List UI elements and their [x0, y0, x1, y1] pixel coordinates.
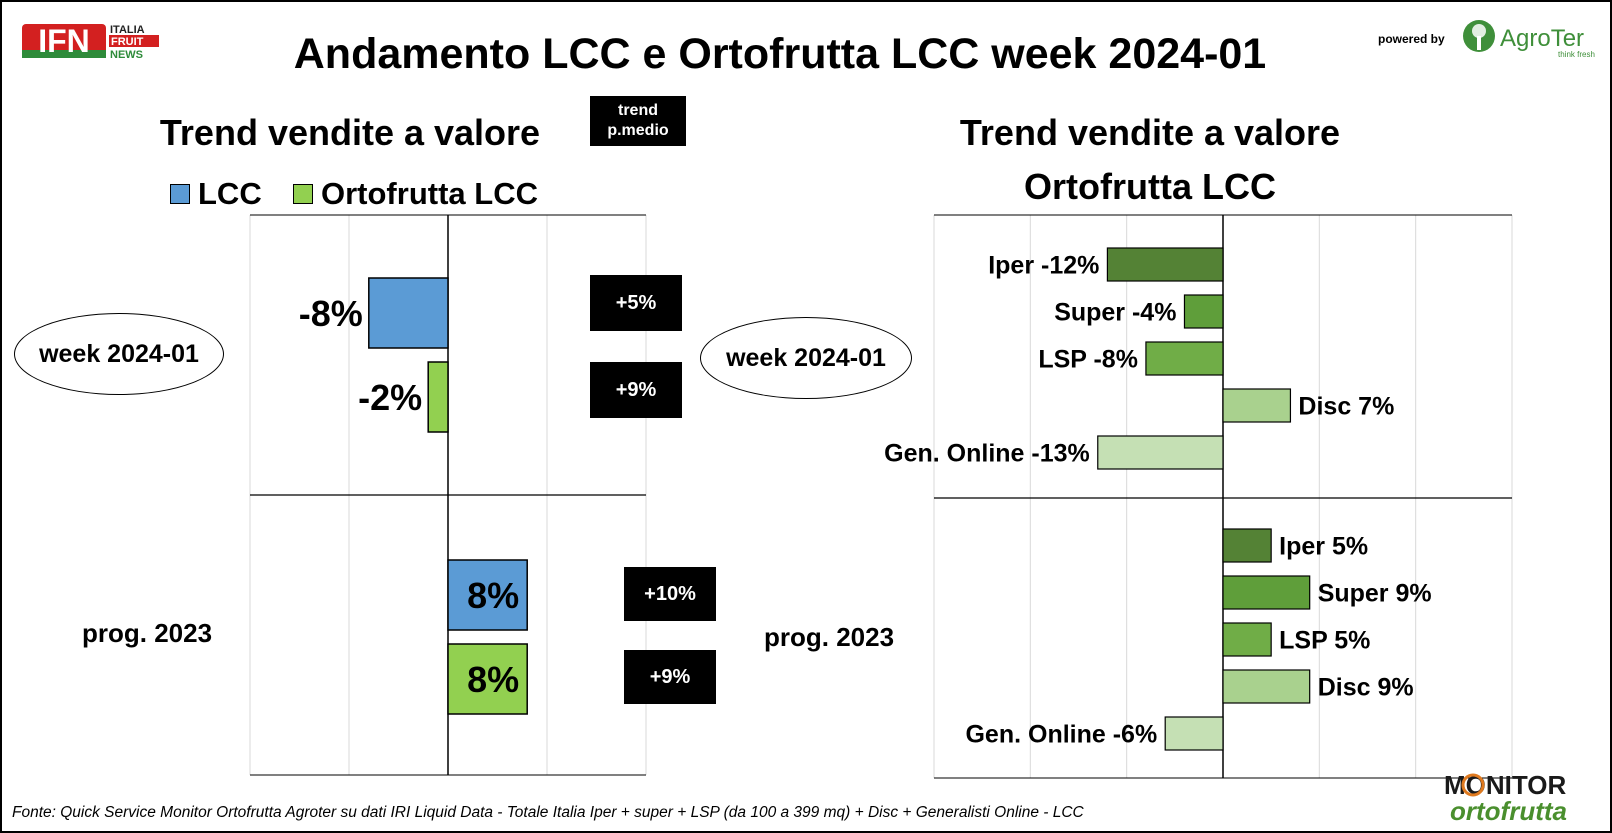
right-bar-super-0	[1183, 294, 1224, 329]
ifn-logo: IFN ITALIA FRUIT NEWS	[22, 20, 172, 64]
agroter-logo: AgroTer think fresh	[1462, 18, 1600, 60]
legend-lcc-label: LCC	[198, 176, 262, 211]
price-badge-orto-week: +9%	[590, 362, 682, 418]
legend-ortofrutta-label: Ortofrutta LCC	[321, 176, 538, 211]
left-subtitle: Trend vendite a valore	[159, 112, 541, 153]
left-group-week-ellipse: week 2024-01	[14, 313, 224, 395]
ifn-line3: NEWS	[110, 49, 143, 61]
left-bar-lcc-0	[368, 277, 449, 349]
right-bar-disc-1	[1222, 669, 1311, 704]
right-group-week-label: week 2024-01	[726, 343, 886, 372]
price-badge-lcc-week: +5%	[590, 275, 682, 331]
right-bar-label: Iper -12%	[988, 252, 1099, 280]
legend-lcc-swatch	[170, 184, 190, 204]
right-bar-lsp-1	[1222, 622, 1272, 657]
right-subtitle: Trend vendite a valore Ortofrutta LCC	[959, 112, 1341, 207]
left-group-week-label: week 2024-01	[39, 339, 199, 368]
ortofrutta-text: ortofrutta	[1450, 796, 1567, 826]
right-bar-label: LSP -8%	[1038, 346, 1138, 374]
right-bar-label: Disc 9%	[1318, 674, 1414, 702]
page-title: Andamento LCC e Ortofrutta LCC week 2024…	[293, 30, 1267, 78]
agroter-text: AgroTer	[1500, 25, 1584, 52]
right-bar-label: Disc 7%	[1298, 393, 1394, 421]
ifn-line1: ITALIA	[110, 24, 145, 36]
legend-ortofrutta-swatch	[293, 184, 313, 204]
agroter-logo-graphic: AgroTer think fresh	[1463, 20, 1595, 59]
ifn-big-text: IFN	[38, 23, 90, 59]
left-bar-ortofrutta-1	[447, 643, 528, 715]
right-bar-label: Iper 5%	[1279, 533, 1368, 561]
powered-by-label: powered by	[1378, 32, 1445, 46]
price-badge-lcc-prog: +10%	[624, 567, 716, 621]
right-bar-gen-online-1	[1164, 716, 1224, 751]
legend-lcc: LCC	[170, 176, 262, 212]
left-bar-lcc-1	[447, 559, 528, 631]
right-bar-lsp-0	[1145, 341, 1224, 376]
left-group-prog-label: prog. 2023	[82, 618, 213, 648]
ifn-logo-graphic: IFN ITALIA FRUIT NEWS	[22, 23, 159, 61]
right-bar-label: Gen. Online -13%	[884, 440, 1090, 468]
right-bar-label: Super 9%	[1318, 580, 1432, 608]
right-bar-super-1	[1222, 575, 1311, 610]
trend-pmedio-badge: trend p.medio	[590, 96, 686, 146]
right-bar-gen-online-0	[1097, 435, 1224, 470]
legend-ortofrutta: Ortofrutta LCC	[293, 176, 538, 212]
right-bar-label: Super -4%	[1054, 299, 1176, 327]
left-bar-label: 8%	[467, 575, 519, 616]
source-footnote: Fonte: Quick Service Monitor Ortofrutta …	[12, 804, 1084, 821]
right-bar-disc-0	[1222, 388, 1292, 423]
monitor-ortofrutta-logo: MONITOR ortofrutta	[1440, 768, 1600, 826]
price-badge-orto-prog: +9%	[624, 650, 716, 704]
right-bar-iper-1	[1222, 528, 1272, 563]
right-group-week-ellipse: week 2024-01	[700, 317, 912, 399]
ifn-line2: FRUIT	[111, 36, 144, 48]
right-bar-label: Gen. Online -6%	[965, 721, 1157, 749]
right-bar-label: LSP 5%	[1279, 627, 1370, 655]
left-bar-ortofrutta-0	[427, 361, 449, 433]
monitor-logo-graphic: MONITOR ortofrutta	[1444, 770, 1567, 826]
left-bar-label: -8%	[299, 293, 363, 334]
magnifier-icon	[1461, 773, 1485, 797]
right-group-prog-label: prog. 2023	[764, 622, 895, 652]
agroter-tag: think fresh	[1558, 50, 1595, 59]
left-bar-label: -2%	[358, 377, 422, 418]
left-bar-label: 8%	[467, 659, 519, 700]
right-bar-iper-0	[1106, 247, 1224, 282]
